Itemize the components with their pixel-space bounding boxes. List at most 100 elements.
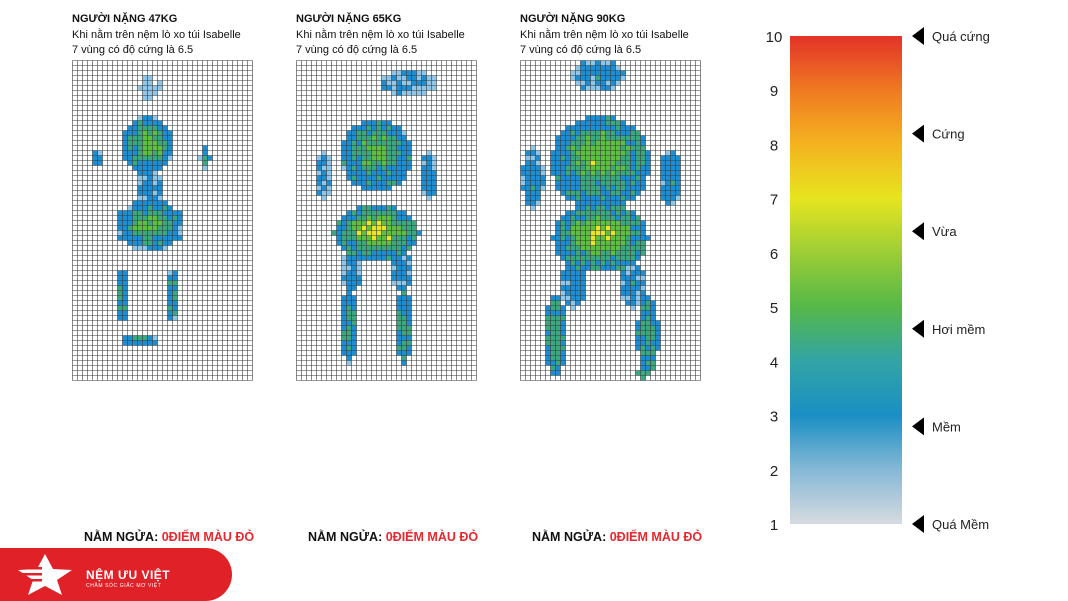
heat-cell (431, 155, 437, 161)
heat-cell (411, 220, 417, 226)
heat-cell (660, 175, 666, 181)
heat-cell (326, 155, 332, 161)
heat-cell (361, 225, 367, 231)
heat-cell (570, 235, 576, 241)
heat-cell (142, 240, 148, 246)
heat-cell (157, 155, 163, 161)
heat-cell (142, 200, 148, 206)
heat-cell (565, 185, 571, 191)
heat-cell (386, 165, 392, 171)
heat-cell (585, 220, 591, 226)
heat-cell (635, 250, 641, 256)
heat-cell (92, 155, 98, 161)
heat-cell (585, 255, 591, 261)
heat-cell (351, 135, 357, 141)
heat-cell (406, 340, 412, 346)
heat-cell (361, 210, 367, 216)
heat-cell (371, 220, 377, 226)
heat-cell (635, 325, 641, 331)
heat-cell (366, 220, 372, 226)
heat-cell (147, 120, 153, 126)
heat-cell (351, 210, 357, 216)
heat-cell (675, 155, 681, 161)
heat-cell (376, 180, 382, 186)
heat-cell (670, 160, 676, 166)
heat-cell (341, 165, 347, 171)
heat-cell (620, 170, 626, 176)
heat-cell (117, 315, 123, 321)
heat-cell (650, 345, 656, 351)
heat-cell (575, 180, 581, 186)
heat-cell (137, 210, 143, 216)
heat-cell (540, 170, 546, 176)
heat-cell (565, 190, 571, 196)
heat-cell (137, 230, 143, 236)
heat-cell (406, 140, 412, 146)
heat-cell (162, 215, 168, 221)
heat-cell (406, 305, 412, 311)
heat-cell (356, 180, 362, 186)
heat-cell (167, 295, 173, 301)
heat-cell (620, 260, 626, 266)
heat-cell (142, 80, 148, 86)
heat-cell (625, 230, 631, 236)
heat-cell (426, 165, 432, 171)
heat-cell (575, 145, 581, 151)
heat-cell (137, 240, 143, 246)
heat-cell (575, 220, 581, 226)
heat-cell (590, 80, 596, 86)
heat-cell (580, 65, 586, 71)
heat-cell (157, 175, 163, 181)
panel-subtitle-line1: Khi nằm trên nệm lò xo túi Isabelle (296, 29, 465, 41)
heat-cell (560, 170, 566, 176)
heat-cell (605, 160, 611, 166)
heat-cell (605, 245, 611, 251)
heat-cell (132, 120, 138, 126)
heat-cell (356, 130, 362, 136)
panel-caption: NẰM NGỬA: 0ĐIỂM MÀU ĐỎ (532, 530, 702, 544)
heat-cell (625, 160, 631, 166)
heat-cell (142, 150, 148, 156)
heat-cell (550, 160, 556, 166)
heat-cell (555, 330, 561, 336)
heat-cell (361, 240, 367, 246)
heat-cell (202, 150, 208, 156)
heat-cell (570, 125, 576, 131)
heat-cell (346, 225, 352, 231)
heat-cell (356, 235, 362, 241)
heat-cell (570, 210, 576, 216)
heat-cell (600, 245, 606, 251)
heat-cell (366, 230, 372, 236)
heat-cell (595, 180, 601, 186)
heat-cell (351, 145, 357, 151)
heatmap-panel-90kg: NGƯỜI NẶNG 90KG Khi nằm trên nệm lò xo t… (520, 0, 740, 560)
heat-cell (595, 200, 601, 206)
heat-cell (366, 210, 372, 216)
heat-cell (122, 220, 128, 226)
heat-cell (177, 215, 183, 221)
heat-cell (341, 215, 347, 221)
heat-cell (356, 225, 362, 231)
heat-cell (650, 365, 656, 371)
heat-cell (396, 160, 402, 166)
heat-cell (351, 140, 357, 146)
heat-cell (595, 160, 601, 166)
heat-cell (162, 160, 168, 166)
heat-cell (565, 270, 571, 276)
heat-cell (152, 225, 158, 231)
heat-cell (620, 75, 626, 81)
heat-cell (585, 120, 591, 126)
heat-cell (660, 160, 666, 166)
heat-cell (580, 205, 586, 211)
heat-cell (605, 200, 611, 206)
scale-marker-label: Vừa (932, 224, 957, 239)
heat-cell (555, 320, 561, 326)
heat-cell (137, 115, 143, 121)
heat-cell (346, 320, 352, 326)
heat-cell (157, 230, 163, 236)
heat-cell (635, 150, 641, 156)
heat-cell (670, 200, 676, 206)
heat-cell (157, 135, 163, 141)
heat-cell (122, 285, 128, 291)
heat-cell (635, 130, 641, 136)
